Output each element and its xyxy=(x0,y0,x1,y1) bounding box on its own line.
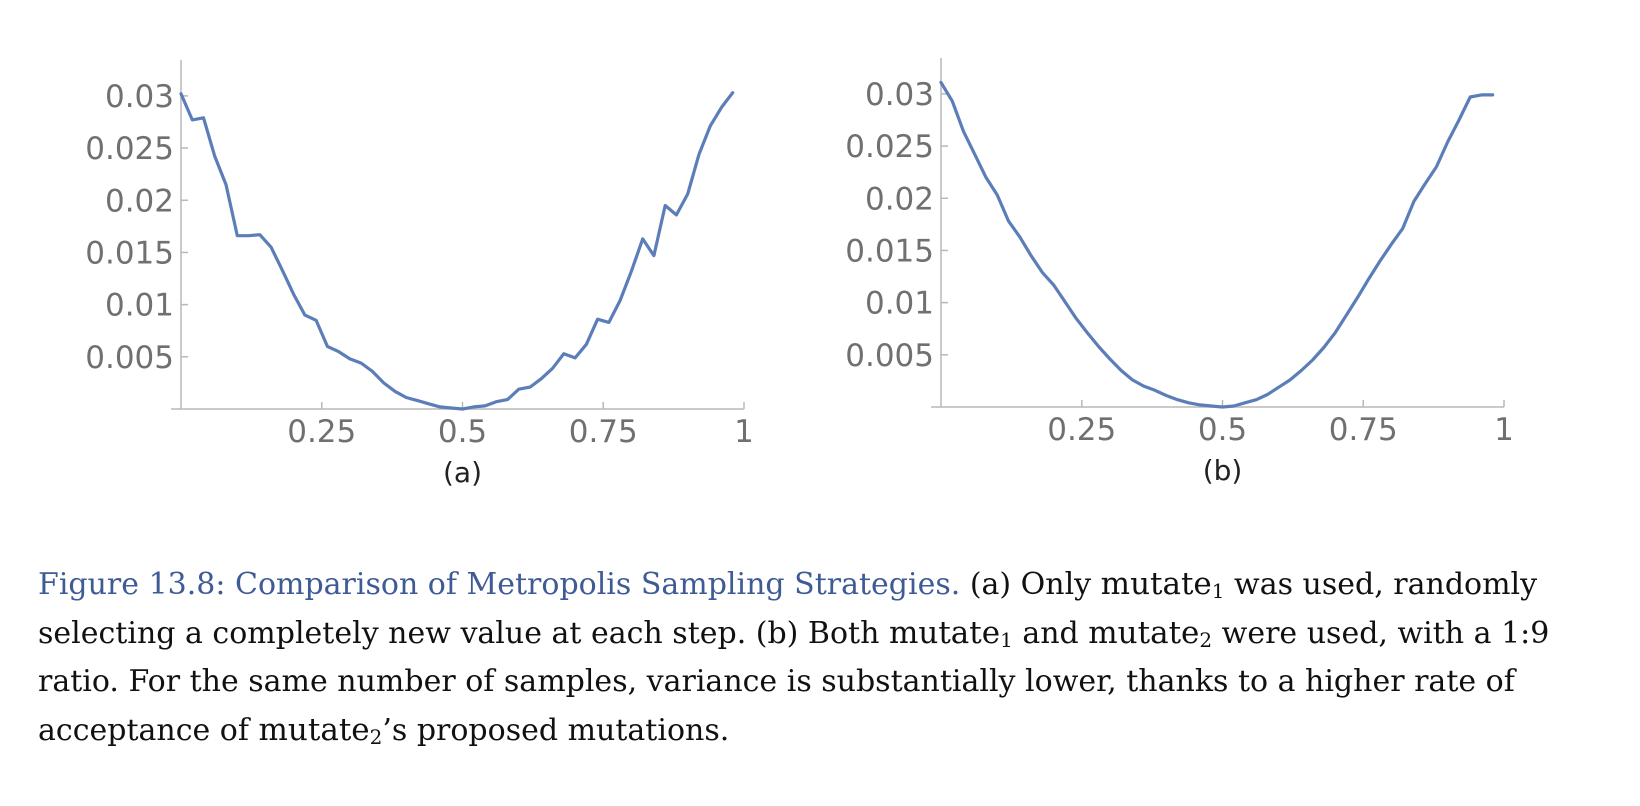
x-tick-label-a-1: 0.5 xyxy=(438,414,487,450)
caption-math-mutate1-b: mutate1 xyxy=(888,615,1013,652)
x-tick-label-a-2: 0.75 xyxy=(569,414,638,450)
x-tick-label-a-0: 0.25 xyxy=(287,414,356,450)
caption-text-2: was used, randomly selecting a completel… xyxy=(38,567,1538,651)
y-tick-label-a-4: 0.025 xyxy=(85,131,174,167)
y-tick-label-a-1: 0.01 xyxy=(105,288,174,324)
x-tick-label-a-3: 1 xyxy=(734,414,754,450)
plot-a: 0.25 0.5 0.75 1 0.005 0.01 0.015 0.02 0.025 0.03 (… xyxy=(85,60,754,489)
x-tick-label-b-2: 0.75 xyxy=(1329,412,1398,448)
panel-label-a: (a) xyxy=(443,456,482,489)
caption-text-4: were used, with a 1:9 ratio. For the sam… xyxy=(38,616,1550,748)
series-line-a-0 xyxy=(179,91,735,411)
series-line-b-0 xyxy=(939,80,1495,409)
caption-text-1: (a) Only xyxy=(960,567,1101,602)
y-tick-label-b-3: 0.02 xyxy=(865,181,934,217)
y-tick-label-b-0: 0.005 xyxy=(845,338,934,374)
y-tick-label-b-4: 0.025 xyxy=(845,129,934,165)
plot-b: 0.25 0.5 0.75 1 0.005 0.01 0.015 0.02 0.025 0.03 (… xyxy=(845,58,1514,487)
x-tick-label-b-3: 1 xyxy=(1494,412,1514,448)
caption-text-5: ’s proposed mutations. xyxy=(382,713,730,748)
caption-title: Figure 13.8: Comparison of Metropolis Sa… xyxy=(38,567,961,602)
y-tick-label-a-5: 0.03 xyxy=(105,79,174,115)
caption-text-3: and xyxy=(1012,616,1089,651)
figure-13-8: 0.25 0.5 0.75 1 0.005 0.01 0.015 0.02 0.025 0.03 (… xyxy=(85,58,1514,489)
caption-math-mutate2-b: mutate2 xyxy=(258,712,383,749)
caption-math-mutate1: mutate1 xyxy=(1100,566,1225,603)
x-tick-label-b-1: 0.5 xyxy=(1198,412,1247,448)
panel-label-b: (b) xyxy=(1203,454,1243,487)
y-tick-label-b-2: 0.015 xyxy=(845,233,934,269)
y-tick-label-a-0: 0.005 xyxy=(85,340,174,376)
y-tick-label-a-2: 0.015 xyxy=(85,235,174,271)
x-tick-label-b-0: 0.25 xyxy=(1047,412,1116,448)
y-tick-label-b-5: 0.03 xyxy=(865,77,934,113)
y-tick-label-a-3: 0.02 xyxy=(105,183,174,219)
figure-caption: Figure 13.8: Comparison of Metropolis Sa… xyxy=(38,560,1608,755)
y-tick-label-b-1: 0.01 xyxy=(865,286,934,322)
caption-math-mutate2: mutate2 xyxy=(1088,615,1213,652)
